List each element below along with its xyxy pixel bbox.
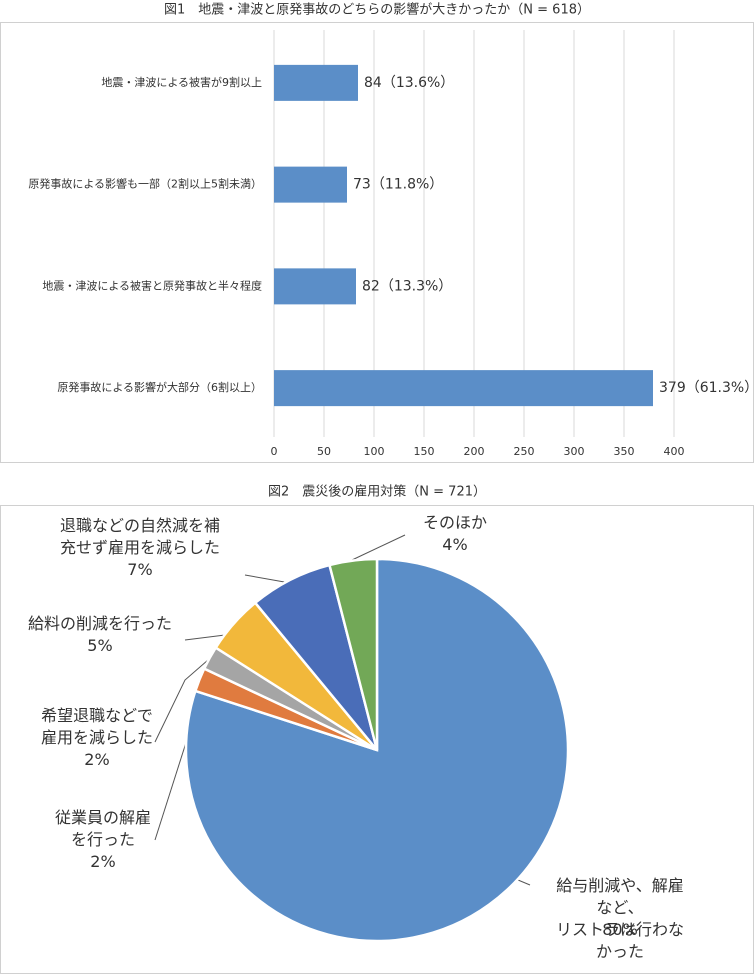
y-tick-label: 地震・津波による被害が9割以上 [101, 75, 262, 89]
leader-line [154, 659, 209, 743]
slice-value-label: 2% [84, 750, 110, 769]
chart-title: 図1 地震・津波と原発事故のどちらの影響が大きかったか（N = 618） [164, 2, 590, 18]
slice-value-label: 2% [90, 852, 116, 871]
slice-label: 給与削減や、解雇など、 リストラは行わなかった [555, 876, 684, 961]
leader-line [244, 574, 291, 584]
slice-label: 給料の削減を行った [27, 614, 173, 633]
slice-value-label: 5% [87, 636, 113, 655]
slice-label: 従業員の解雇 を行った [54, 808, 152, 849]
value-label: 84（13.6%） [364, 75, 454, 91]
slice-label: 希望退職などで 雇用を減らした [40, 706, 154, 747]
value-label: 73（11.8%） [353, 177, 443, 193]
slice-value-label: 7% [127, 560, 153, 579]
slice-value-label: 80% [602, 920, 638, 939]
pie-slice [327, 557, 379, 751]
leader-line [351, 534, 406, 561]
chart-title: 図2 震災後の雇用対策（N = 721） [268, 484, 486, 500]
leader-line [184, 634, 226, 641]
x-tick-label: 50 [317, 445, 331, 458]
y-tick-label: 原発事故による影響が大部分（6割以上） [57, 380, 262, 394]
y-tick-label: 地震・津波による被害と原発事故と半々程度 [42, 278, 262, 292]
x-tick-label: 100 [364, 445, 385, 458]
pie-slice [184, 557, 570, 943]
slice-label: そのほか [422, 513, 488, 532]
bar [274, 370, 653, 407]
y-tick-label: 原発事故による影響も一部（2割以上5割未満） [28, 177, 262, 191]
bar [274, 166, 347, 203]
bar [274, 64, 358, 101]
slice-label: 退職などの自然減を補 充せず雇用を減らした [59, 516, 221, 557]
x-tick-label: 200 [464, 445, 485, 458]
slice-value-label: 4% [442, 535, 468, 554]
x-tick-label: 250 [514, 445, 535, 458]
value-label: 82（13.3%） [362, 278, 452, 294]
value-label: 379（61.3%） [659, 380, 754, 396]
x-tick-label: 150 [414, 445, 435, 458]
x-tick-label: 0 [271, 445, 278, 458]
x-tick-label: 300 [564, 445, 585, 458]
x-tick-label: 350 [614, 445, 635, 458]
x-tick-label: 400 [664, 445, 685, 458]
bar [274, 268, 356, 305]
